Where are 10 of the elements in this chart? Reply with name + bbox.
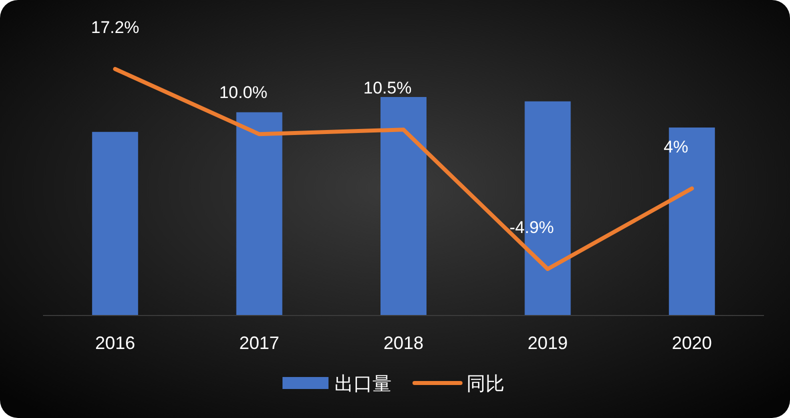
x-tick-label: 2020 bbox=[672, 333, 712, 353]
x-tick-label: 2018 bbox=[383, 333, 424, 353]
x-tick-label: 2019 bbox=[528, 333, 568, 353]
data-label: 10.0% bbox=[219, 83, 268, 102]
data-label: 10.5% bbox=[363, 78, 412, 98]
x-tick-label: 2017 bbox=[239, 333, 280, 353]
legend-label: 出口量 bbox=[334, 374, 392, 395]
legend-label: 同比 bbox=[466, 374, 504, 395]
x-tick-label: 2016 bbox=[95, 333, 136, 353]
data-label: 17.2% bbox=[91, 18, 140, 37]
